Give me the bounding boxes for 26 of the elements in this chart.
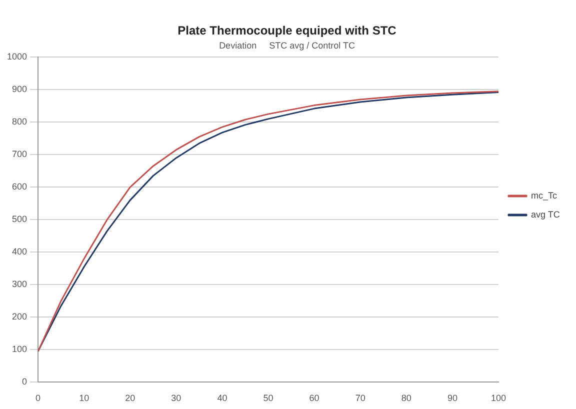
legend-label: avg TC	[530, 209, 560, 220]
x-tick-label: 50	[263, 393, 274, 404]
y-tick-label: 500	[12, 214, 28, 224]
y-tick-label: 900	[12, 84, 28, 94]
x-tick-label: 40	[217, 393, 228, 404]
chart-subtitle: Deviation STC avg / Control TC	[219, 40, 356, 50]
y-tick-label: 600	[12, 182, 28, 192]
y-tick-label: 200	[12, 312, 28, 322]
y-tick-label: 300	[12, 279, 28, 290]
x-tick-label: 0	[36, 393, 41, 404]
x-tick-label: 60	[309, 393, 320, 404]
x-tick-label: 100	[490, 393, 506, 404]
y-tick-label: 800	[12, 116, 28, 127]
x-tick-label: 90	[447, 393, 458, 404]
x-tick-label: 80	[401, 393, 412, 404]
y-tick-label: 700	[12, 149, 28, 160]
x-tick-label: 70	[355, 393, 366, 404]
chart-title: Plate Thermocouple equiped with STC	[178, 24, 397, 38]
x-tick-label: 20	[125, 393, 136, 404]
y-tick-label: 1000	[6, 52, 28, 62]
x-tick-label: 30	[171, 393, 182, 404]
y-tick-label: 0	[22, 376, 28, 387]
legend-label: mc_Tc	[530, 190, 558, 200]
x-tick-label: 10	[79, 393, 90, 404]
y-tick-label: 400	[12, 246, 28, 257]
y-tick-label: 100	[12, 344, 28, 354]
